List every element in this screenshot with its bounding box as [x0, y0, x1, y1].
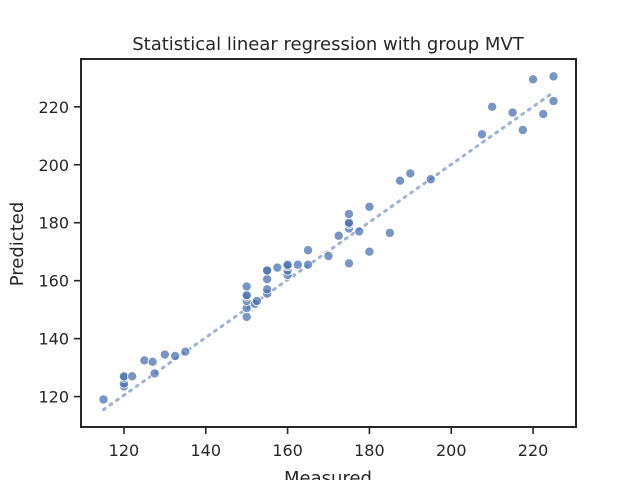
x-tick-label: 160: [272, 441, 303, 460]
data-point: [343, 258, 354, 269]
data-point: [292, 259, 303, 270]
axes-frame: [80, 58, 577, 428]
data-point: [487, 101, 498, 112]
y-tick-label: 120: [38, 388, 69, 407]
y-tick-label: 200: [38, 156, 69, 175]
data-point: [343, 209, 354, 220]
data-point: [303, 245, 314, 256]
data-point: [98, 394, 109, 405]
data-point: [517, 124, 528, 135]
x-tick-label: 180: [354, 441, 385, 460]
plot-area: [98, 71, 559, 412]
data-point: [395, 175, 406, 186]
x-tick-label: 220: [518, 441, 549, 460]
x-tick-label: 140: [190, 441, 221, 460]
data-point: [241, 281, 252, 292]
x-tick-label: 200: [436, 441, 467, 460]
x-axis-label: Measured: [284, 468, 372, 480]
y-tick-label: 160: [38, 272, 69, 291]
x-axis-ticks: 120 140 160 180 200 220: [109, 427, 549, 460]
data-point: [241, 290, 252, 301]
chart-title: Statistical linear regression with group…: [132, 34, 525, 55]
y-tick-label: 220: [38, 98, 69, 117]
data-point: [507, 107, 518, 118]
data-point: [528, 74, 539, 85]
data-point: [425, 174, 436, 185]
y-tick-label: 180: [38, 214, 69, 233]
data-point: [262, 265, 273, 276]
data-point: [262, 274, 273, 285]
data-point: [354, 226, 365, 237]
data-point: [364, 201, 375, 212]
data-point: [548, 71, 559, 82]
data-point: [303, 259, 314, 270]
data-point: [538, 109, 549, 120]
data-point: [147, 356, 158, 367]
data-point: [323, 251, 334, 262]
data-point: [170, 351, 181, 362]
data-point: [333, 230, 344, 241]
data-point: [251, 295, 262, 306]
data-point: [241, 311, 252, 322]
y-axis-ticks: 120 140 160 180 200 220: [38, 98, 81, 407]
data-point: [180, 346, 191, 357]
data-point: [272, 262, 283, 273]
data-point: [127, 371, 138, 382]
y-axis-label: Predicted: [7, 202, 28, 287]
data-point: [364, 246, 375, 257]
data-point: [262, 284, 273, 295]
data-point: [548, 96, 559, 107]
data-point: [476, 129, 487, 140]
data-point: [343, 217, 354, 228]
data-point: [139, 355, 150, 366]
x-tick-label: 120: [109, 441, 140, 460]
y-tick-label: 140: [38, 330, 69, 349]
data-point: [159, 349, 170, 360]
data-point: [282, 259, 293, 270]
data-point: [149, 368, 160, 379]
regression-line: [102, 90, 555, 412]
data-point: [405, 168, 416, 179]
data-point: [384, 227, 395, 238]
